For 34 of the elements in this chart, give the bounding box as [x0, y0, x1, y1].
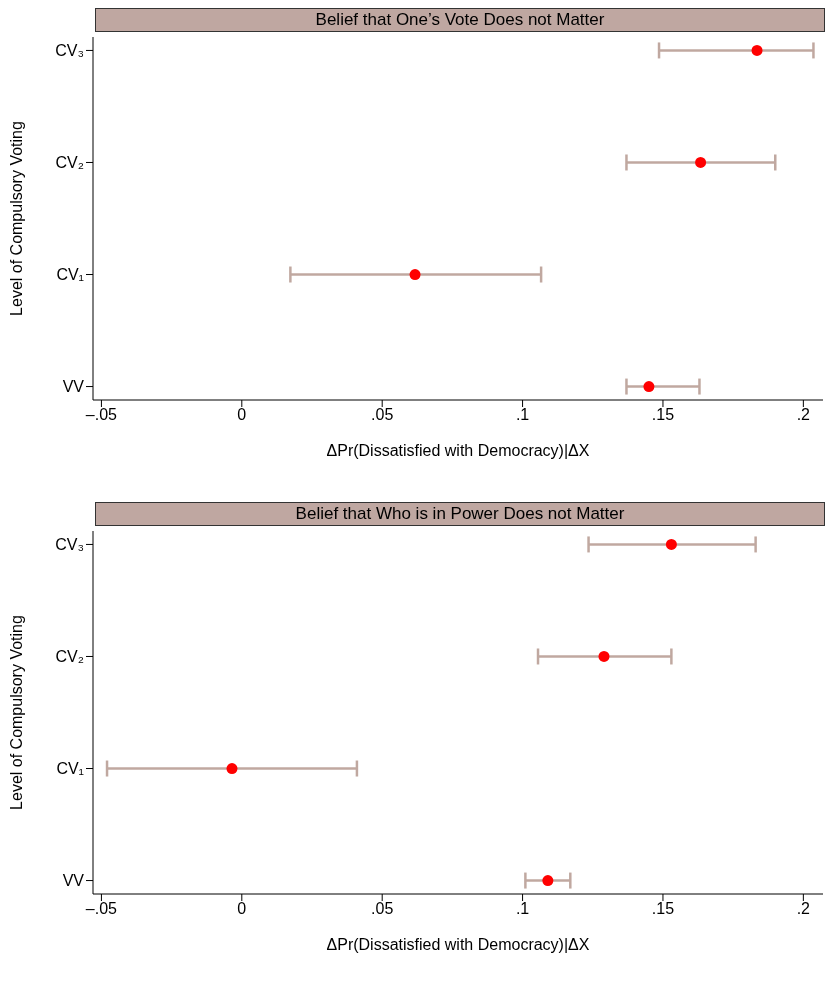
point: [665, 538, 677, 550]
point: [226, 763, 238, 775]
y-tick-label: CV₂: [55, 648, 84, 666]
point: [695, 156, 707, 168]
y-tick-label: CV₁: [56, 266, 84, 284]
x-tick-label: .15: [651, 900, 675, 918]
x-tick-label: .05: [371, 900, 394, 918]
x-tick-label: .05: [371, 406, 394, 424]
y-tick-label: CV₁: [56, 760, 84, 778]
y-tick-label: CV₂: [55, 154, 84, 172]
x-tick-label: –.05: [85, 900, 118, 918]
point: [751, 44, 763, 56]
y-axis-title: Level of Compulsory Voting: [7, 121, 25, 316]
x-axis-title: ΔPr(Dissatisfied with Democracy)|ΔX: [326, 936, 590, 953]
y-tick-label: CV₃: [55, 536, 84, 554]
point: [542, 875, 554, 887]
x-tick-label: 0: [237, 900, 247, 918]
y-tick-label: CV₃: [55, 42, 84, 60]
point: [598, 650, 610, 662]
x-tick-label: .2: [796, 900, 811, 918]
point: [409, 269, 421, 281]
y-tick-label: VV: [62, 378, 85, 396]
chart-title: Belief that One’s Vote Does not Matter: [95, 8, 825, 32]
x-tick-label: .1: [515, 406, 530, 424]
x-tick-label: .2: [796, 406, 811, 424]
chart-title: Belief that Who is in Power Does not Matter: [95, 502, 825, 526]
x-tick-label: .15: [651, 406, 675, 424]
x-tick-label: .1: [515, 900, 530, 918]
x-axis-title: ΔPr(Dissatisfied with Democracy)|ΔX: [326, 442, 590, 459]
y-tick-label: VV: [62, 872, 85, 890]
point: [643, 381, 655, 393]
y-axis-title: Level of Compulsory Voting: [7, 615, 25, 810]
x-tick-label: 0: [237, 406, 247, 424]
x-tick-label: –.05: [85, 406, 118, 424]
